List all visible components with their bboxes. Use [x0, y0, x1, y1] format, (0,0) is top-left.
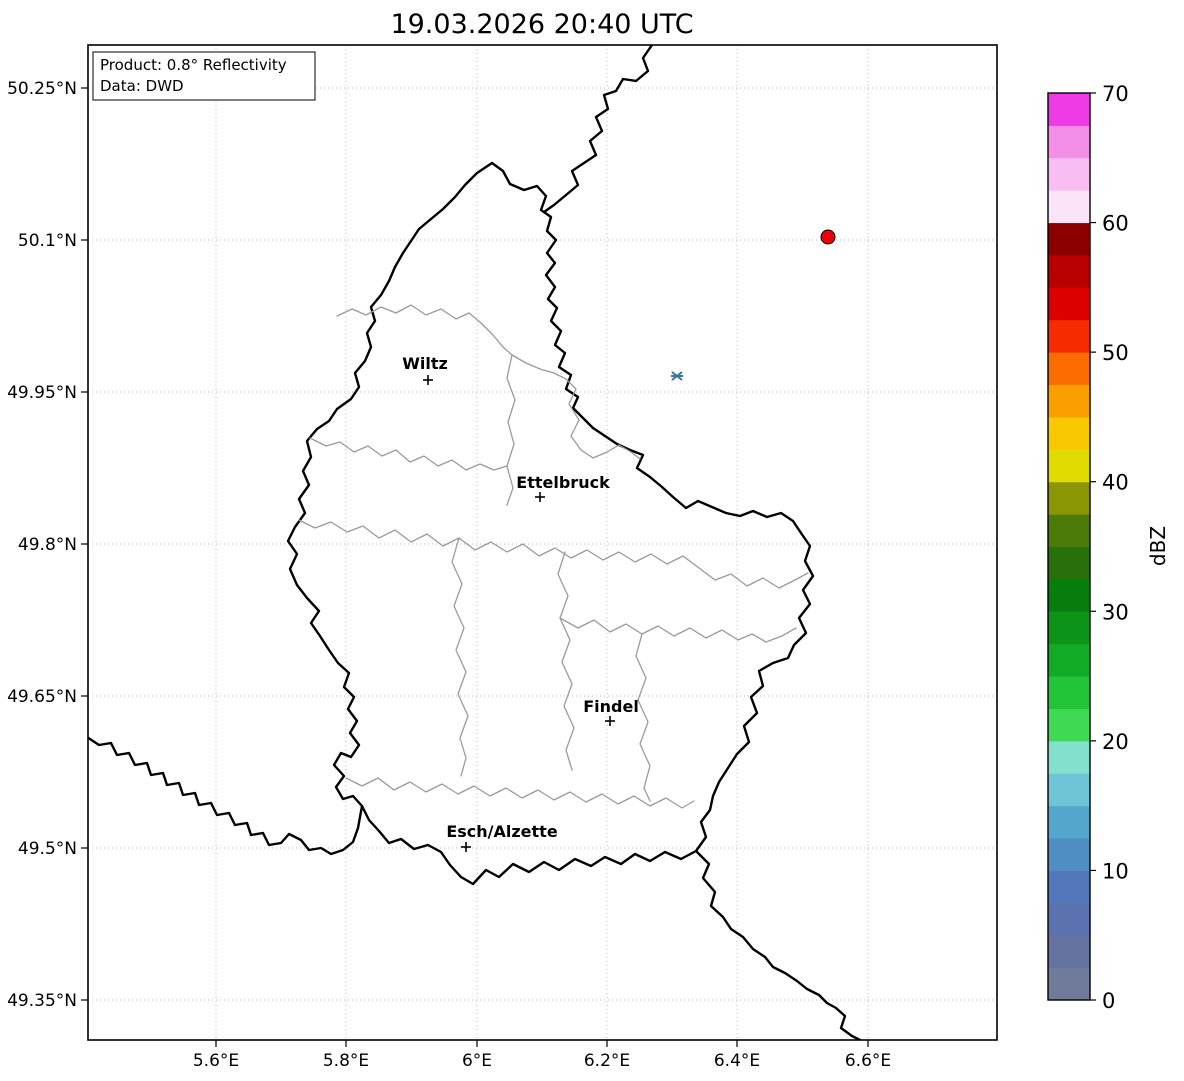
- canton-border: [298, 519, 809, 589]
- colorbar-segment: [1048, 125, 1090, 159]
- annotation-datasource: Data: DWD: [100, 77, 184, 95]
- colorbar-segment: [1048, 190, 1090, 224]
- radar-echo-dot: [820, 229, 836, 245]
- colorbar-segment: [1048, 481, 1090, 515]
- colorbar-segment: [1048, 643, 1090, 677]
- canton-border: [635, 633, 651, 802]
- map-borders: [88, 45, 863, 1040]
- colorbar-segment: [1048, 254, 1090, 288]
- colorbar-segment: [1048, 222, 1090, 256]
- annotation-box-frame: [92, 51, 316, 101]
- canton-border: [559, 617, 797, 643]
- colorbar-segment: [1048, 449, 1090, 483]
- colorbar-segment: [1048, 611, 1090, 645]
- colorbar-segments: [1048, 93, 1090, 1001]
- germany-france-border: [694, 849, 863, 1040]
- colorbar: 0 10 20 30 40 50 60 70 dBZ: [1047, 82, 1170, 1013]
- colorbar-segment: [1048, 319, 1090, 353]
- lon-tick-label: 6.4°E: [714, 1051, 760, 1071]
- annotation-box: Product: 0.8° Reflectivity Data: DWD: [92, 51, 316, 101]
- colorbar-segment: [1048, 708, 1090, 742]
- cities: Wiltz Ettelbruck Findel Esch/Alzette: [402, 354, 639, 852]
- plot-area: [88, 45, 997, 1040]
- plot-frame: [87, 44, 998, 1041]
- colorbar-segment: [1048, 935, 1090, 969]
- city-label: Wiltz: [402, 354, 448, 373]
- colorbar-tick-label: 10: [1102, 859, 1129, 883]
- lon-tick-label: 6.6°E: [845, 1051, 891, 1071]
- colorbar-segment: [1048, 870, 1090, 904]
- colorbar-segment: [1048, 740, 1090, 774]
- colorbar-segment: [1048, 93, 1090, 126]
- colorbar-frame: [1047, 92, 1091, 1001]
- canton-border: [336, 304, 577, 390]
- belgium-france-border: [88, 736, 364, 856]
- city-label: Findel: [583, 697, 639, 716]
- lon-tick-label: 6°E: [462, 1051, 492, 1071]
- lat-tick-label: 49.8°N: [18, 535, 77, 555]
- canton-border: [568, 388, 641, 460]
- colorbar-tick-label: 50: [1102, 341, 1129, 365]
- canton-border: [557, 551, 575, 771]
- annotation-product: Product: 0.8° Reflectivity: [100, 56, 287, 74]
- lat-tick-label: 50.1°N: [18, 231, 77, 251]
- colorbar-tick-label: 40: [1102, 471, 1129, 495]
- city-wiltz: Wiltz: [402, 354, 448, 385]
- colorbar-segment: [1048, 157, 1090, 191]
- colorbar-segment: [1048, 838, 1090, 871]
- belgium-germany-border: [542, 45, 654, 214]
- colorbar-segment: [1048, 676, 1090, 709]
- lat-tick-label: 49.95°N: [7, 383, 77, 403]
- colorbar-tick-label: 70: [1102, 82, 1129, 106]
- canton-border: [451, 537, 469, 777]
- colorbar-segment: [1048, 546, 1090, 580]
- colorbar-segment: [1048, 902, 1090, 936]
- lat-tick-label: 49.65°N: [7, 687, 77, 707]
- colorbar-segment: [1048, 514, 1090, 547]
- city-label: Esch/Alzette: [446, 822, 558, 841]
- colorbar-segment: [1048, 384, 1090, 418]
- canton-border: [309, 437, 508, 471]
- city-label: Ettelbruck: [516, 473, 610, 492]
- lat-tick-label: 50.25°N: [7, 79, 77, 99]
- colorbar-label: dBZ: [1146, 526, 1170, 566]
- colorbar-segment: [1048, 416, 1090, 450]
- canton-borders: [298, 304, 809, 809]
- radar-observations: [671, 229, 836, 381]
- colorbar-tick-label: 0: [1102, 989, 1115, 1013]
- city-esch-alzette: Esch/Alzette: [446, 822, 558, 852]
- colorbar-ticks: 0 10 20 30 40 50 60 70: [1090, 82, 1129, 1013]
- colorbar-tick-label: 60: [1102, 212, 1129, 236]
- colorbar-segment: [1048, 578, 1090, 612]
- canton-border: [345, 777, 695, 809]
- colorbar-segment: [1048, 287, 1090, 321]
- axis-ticks: [81, 87, 869, 1047]
- city-findel: Findel: [583, 697, 639, 726]
- lon-labels: 5.6°E 5.8°E 6°E 6.2°E 6.4°E 6.6°E: [193, 1051, 891, 1071]
- luxembourg-border: [286, 161, 815, 886]
- colorbar-tick-label: 20: [1102, 730, 1129, 754]
- colorbar-segment: [1048, 805, 1090, 839]
- lon-tick-label: 5.6°E: [193, 1051, 239, 1071]
- lon-tick-label: 5.8°E: [323, 1051, 369, 1071]
- colorbar-segment: [1048, 773, 1090, 807]
- city-ettelbruck: Ettelbruck: [516, 473, 610, 502]
- radar-echo-marker: [671, 371, 683, 381]
- colorbar-segment: [1048, 967, 1090, 1001]
- lat-tick-label: 49.5°N: [18, 839, 77, 859]
- lat-tick-label: 49.35°N: [7, 991, 77, 1011]
- lat-labels: 50.25°N 50.1°N 49.95°N 49.8°N 49.65°N 49.5°N 4…: [7, 79, 77, 1011]
- colorbar-segment: [1048, 352, 1090, 386]
- plot-title: 19.03.2026 20:40 UTC: [390, 9, 693, 40]
- colorbar-tick-label: 30: [1102, 600, 1129, 624]
- canton-border: [506, 354, 516, 506]
- lon-tick-label: 6.2°E: [584, 1051, 630, 1071]
